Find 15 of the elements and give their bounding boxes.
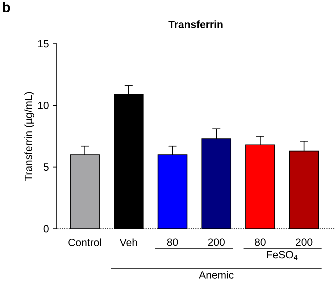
- x-tick-label: 200: [208, 238, 225, 246]
- x-tick-label: Veh: [120, 238, 138, 246]
- x-tick-label: 200: [296, 238, 313, 246]
- text: FeSO$_{4}$: [267, 251, 298, 260]
- text: b: [3, 2, 10, 12]
- y-tick-label: 0: [44, 225, 49, 233]
- y-axis-title: Transferrin (µg/mL): [24, 92, 34, 182]
- x-tick-label: 80: [167, 238, 178, 246]
- y-tick-label: 10: [38, 102, 49, 110]
- y-tick-label: 15: [38, 40, 49, 48]
- text: Anemic: [199, 271, 234, 279]
- x-tick-label: 80: [255, 238, 266, 246]
- chart-title: Transferrin: [168, 20, 223, 28]
- x-tick-label: Control: [68, 238, 102, 246]
- y-tick-label: 5: [44, 164, 49, 172]
